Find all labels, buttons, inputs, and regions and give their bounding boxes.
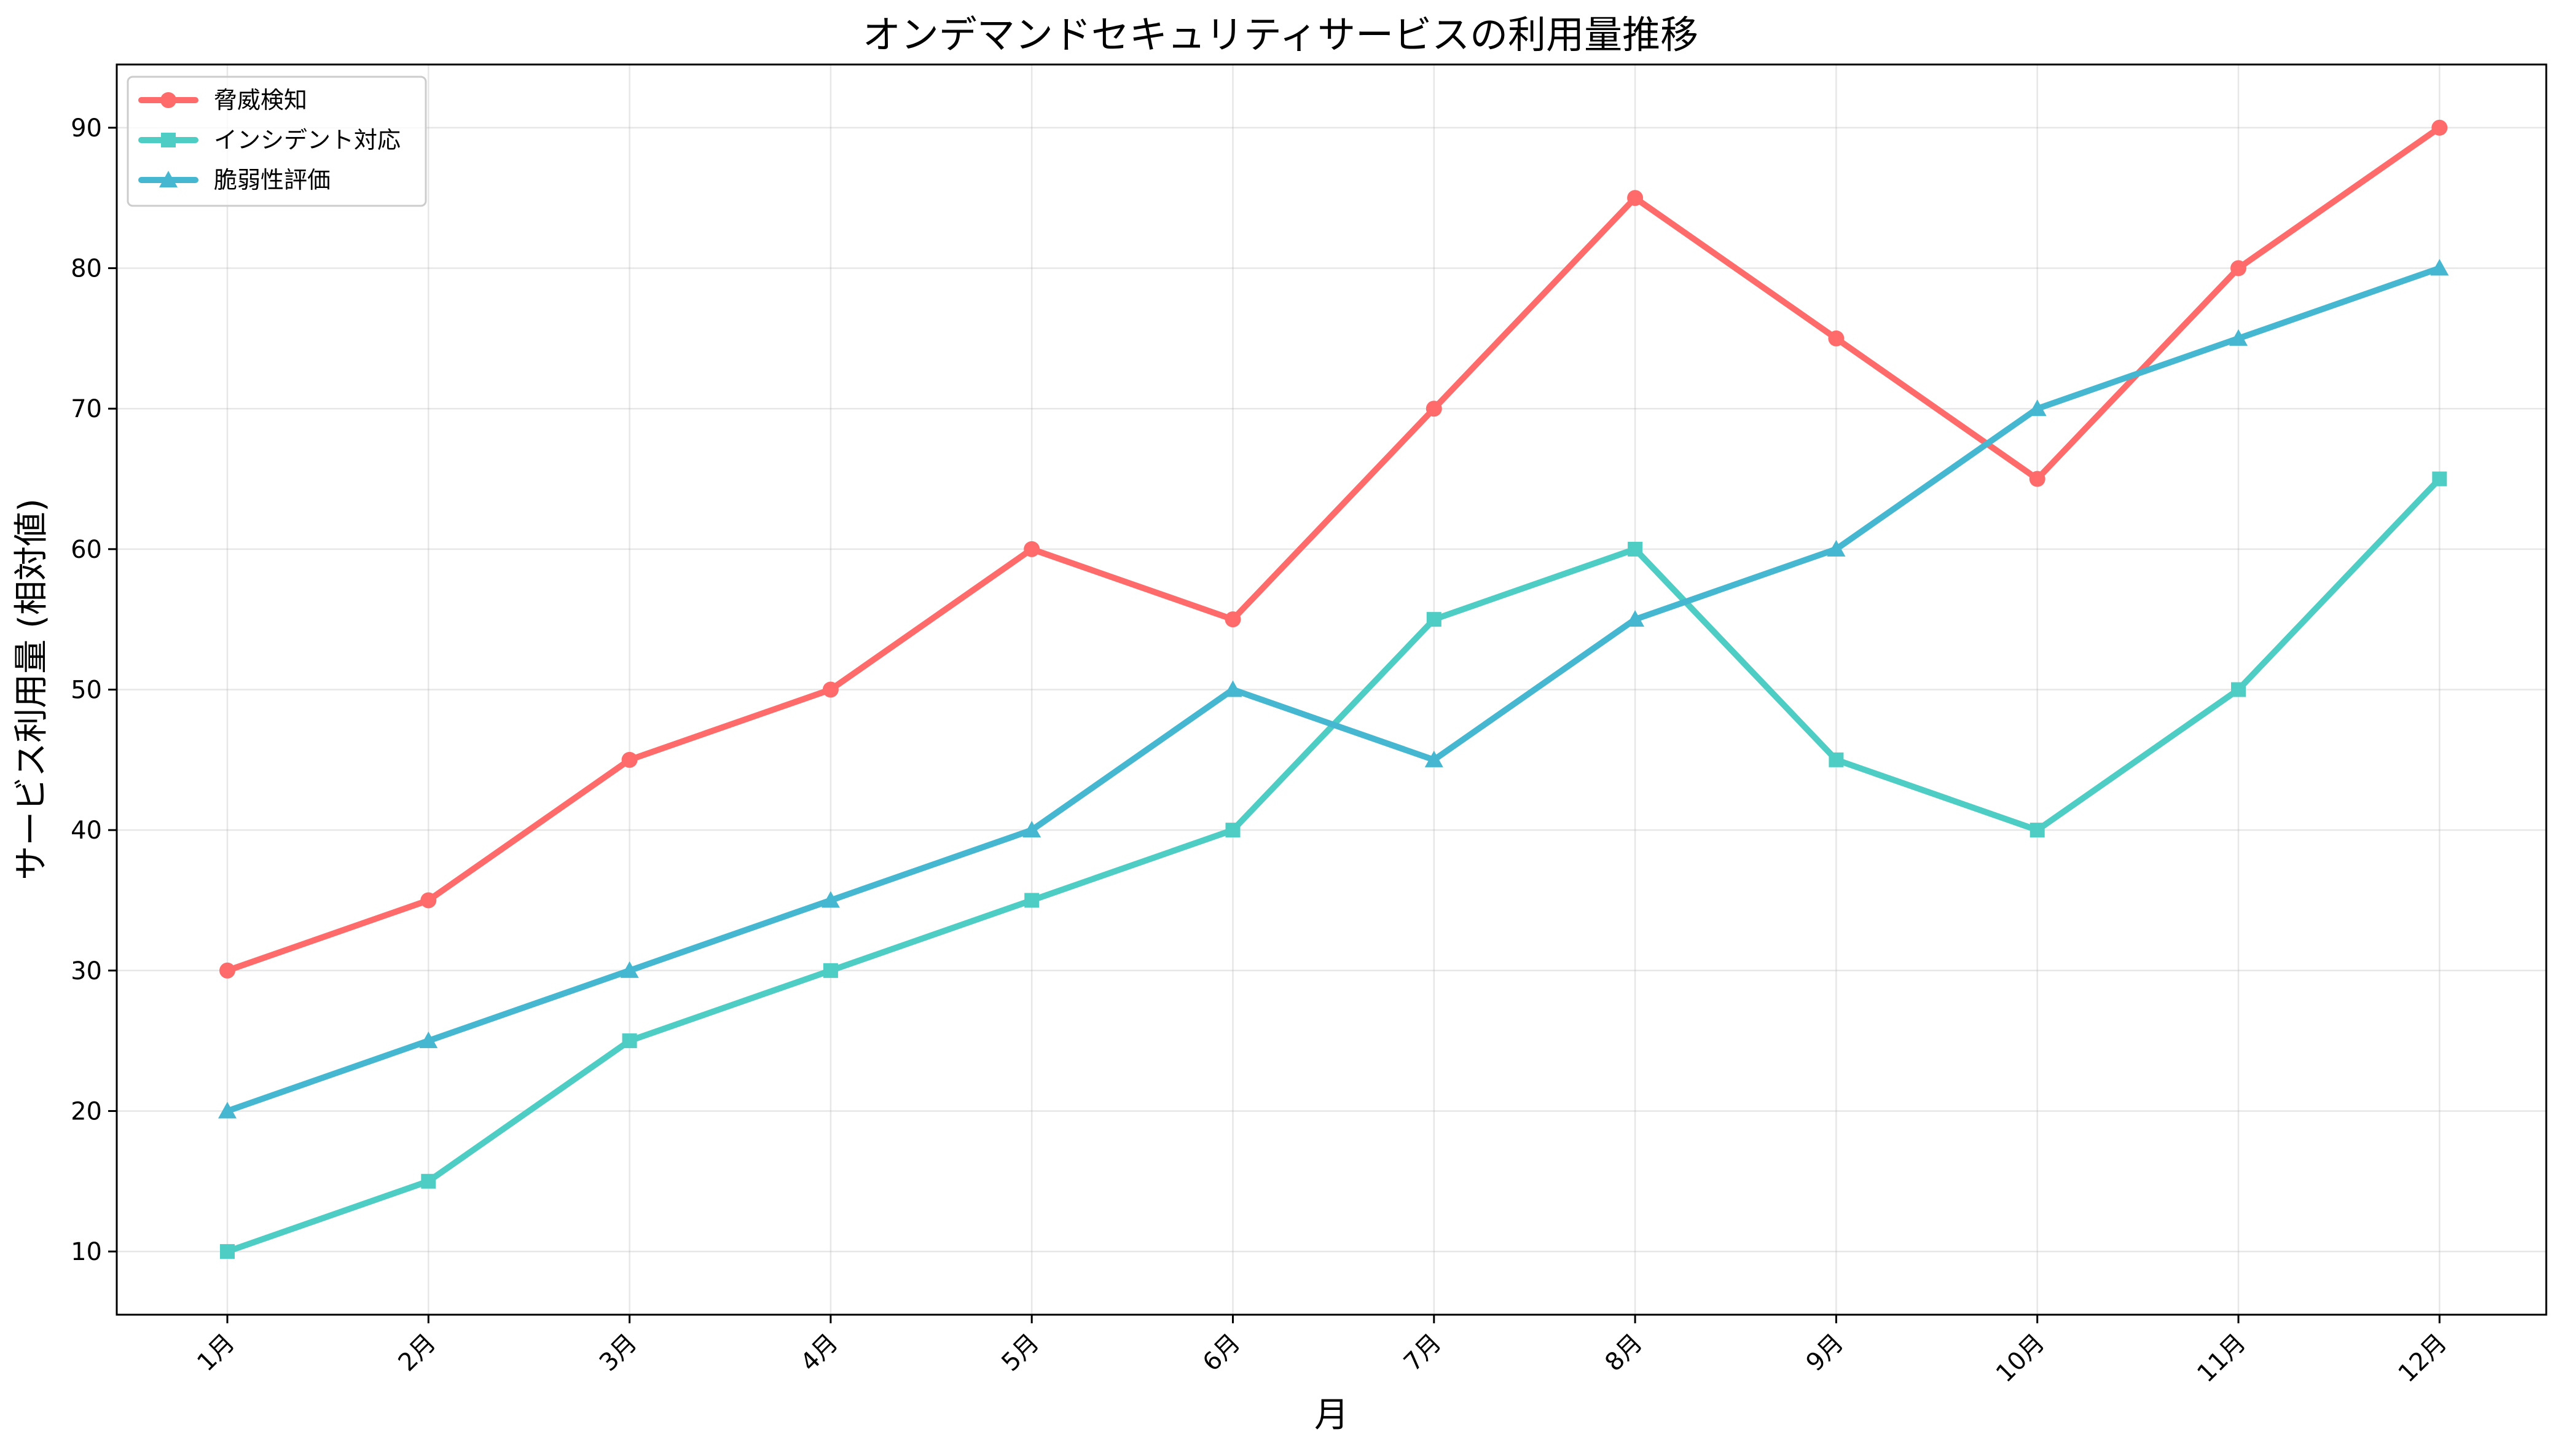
- y-axis-label: サービス利用量 (相対値): [12, 498, 52, 880]
- data-point-square: [2432, 471, 2447, 487]
- data-point-square: [421, 1173, 436, 1189]
- y-tick-label: 20: [71, 1097, 102, 1125]
- data-point-triangle: [620, 961, 639, 978]
- series-line: [224, 124, 2443, 974]
- y-tick-label: 90: [71, 114, 102, 143]
- data-point-square: [622, 1033, 637, 1049]
- series-layer: [218, 119, 2449, 1259]
- data-point-circle: [2230, 260, 2246, 276]
- data-point-circle: [1225, 611, 1241, 628]
- data-point-circle: [219, 962, 235, 979]
- data-point-triangle: [419, 1031, 438, 1049]
- y-tick-label: 40: [71, 816, 102, 845]
- data-point-triangle: [1626, 610, 1645, 627]
- legend-box: [127, 76, 427, 207]
- data-point-square: [2030, 823, 2045, 838]
- legend-label: 脆弱性評価: [214, 166, 331, 194]
- data-point-circle: [1024, 541, 1040, 557]
- data-point-triangle: [1022, 821, 1041, 838]
- data-point-square: [1225, 823, 1241, 838]
- legend-marker-triangle: [159, 171, 178, 187]
- plot-area: [116, 63, 2547, 1316]
- x-axis-label: 月: [1314, 1395, 1349, 1435]
- data-point-square: [823, 963, 838, 978]
- y-tick-label: 50: [71, 676, 102, 705]
- data-point-triangle: [1424, 750, 1443, 767]
- series-3: [218, 259, 2449, 1119]
- data-point-square: [1024, 893, 1040, 908]
- series-line: [224, 265, 2443, 1114]
- y-tick-label: 70: [71, 395, 102, 423]
- y-axis: 10 20 30 40 50 60 70 80 90: [71, 114, 117, 1266]
- data-point-triangle: [218, 1102, 237, 1119]
- series-1: [219, 119, 2448, 979]
- data-point-square: [1426, 612, 1441, 627]
- data-point-square: [2231, 682, 2246, 697]
- data-point-triangle: [1827, 539, 1846, 557]
- data-point-circle: [1426, 401, 1442, 417]
- data-point-triangle: [821, 891, 840, 908]
- legend-label: 脅威検知: [214, 87, 307, 114]
- data-point-triangle: [2229, 329, 2248, 346]
- data-point-square: [1829, 752, 1844, 767]
- legend-item: 脆弱性評価: [138, 166, 331, 194]
- y-tick-label: 10: [71, 1238, 102, 1266]
- data-point-triangle: [2430, 259, 2449, 276]
- data-point-circle: [420, 892, 437, 909]
- data-point-circle: [621, 751, 638, 768]
- y-tick-label: 60: [71, 536, 102, 564]
- legend-item: 脅威検知: [138, 87, 307, 114]
- data-point-circle: [2029, 471, 2045, 487]
- data-point-circle: [1627, 190, 1644, 206]
- legend-marker-circle: [160, 92, 176, 108]
- chart-title: オンデマンドセキュリティサービスの利用量推移: [863, 12, 1698, 57]
- data-point-triangle: [1223, 680, 1242, 697]
- data-point-square: [220, 1244, 235, 1259]
- y-tick-label: 30: [71, 957, 102, 985]
- data-point-square: [1628, 541, 1643, 557]
- legend-item: インシデント対応: [138, 127, 401, 154]
- y-tick-label: 80: [71, 255, 102, 283]
- legend-marker-square: [161, 133, 176, 147]
- data-point-circle: [2431, 119, 2448, 136]
- data-point-circle: [1828, 330, 1845, 346]
- data-point-triangle: [2028, 399, 2047, 417]
- legend-label: インシデント対応: [214, 127, 401, 154]
- data-point-circle: [822, 681, 839, 698]
